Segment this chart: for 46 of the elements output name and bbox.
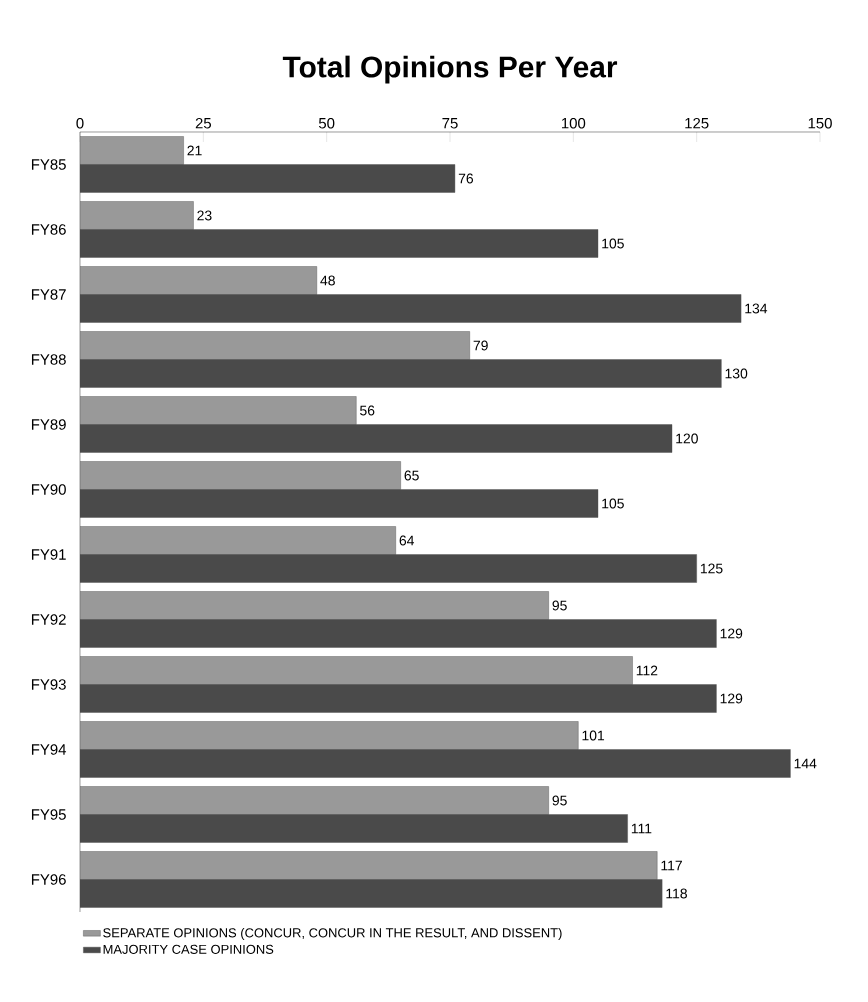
chart-title: Total Opinions Per Year [282, 55, 618, 84]
data-label: 95 [552, 795, 567, 806]
data-label: 79 [473, 340, 488, 351]
y-tick-label: FY95 [31, 809, 66, 820]
x-tick-label: 125 [685, 117, 709, 129]
data-label: 48 [320, 275, 335, 286]
x-tick-label: 150 [808, 117, 832, 129]
x-tick-label: 75 [442, 118, 458, 129]
data-label: 144 [794, 758, 817, 769]
data-label: 65 [404, 470, 419, 481]
x-tick-label: 0 [76, 117, 84, 129]
legend-label: MAJORITY CASE OPINIONS [103, 944, 274, 954]
data-label: 125 [700, 563, 723, 574]
data-label: 118 [666, 888, 687, 899]
data-label: 120 [676, 433, 698, 444]
data-label: 23 [197, 210, 212, 221]
legend-label: SEPARATE OPINIONS (CONCUR, CONCUR IN THE RESULT, AND DISSENT) [103, 927, 562, 940]
y-tick-label: FY91 [31, 549, 66, 560]
x-tick-label: 25 [195, 117, 212, 129]
data-label: 105 [602, 498, 624, 509]
data-label: 134 [745, 303, 768, 314]
x-tick-label: 100 [562, 117, 586, 129]
data-label: 21 [187, 145, 202, 156]
data-label: 105 [602, 238, 624, 249]
data-label: 130 [725, 368, 748, 379]
data-label: 117 [661, 860, 682, 871]
y-tick-label: FY85 [31, 159, 66, 170]
data-label: 95 [552, 600, 567, 611]
y-tick-label: FY86 [31, 224, 66, 235]
y-tick-label: FY90 [31, 484, 66, 495]
data-label: 129 [720, 628, 743, 639]
data-label: 129 [720, 693, 743, 704]
data-label: 64 [399, 535, 415, 546]
data-label: 111 [631, 823, 652, 834]
data-label: 112 [636, 665, 658, 676]
y-tick-label: FY92 [31, 614, 66, 625]
data-label: 76 [458, 173, 474, 184]
y-tick-label: FY93 [31, 679, 66, 690]
data-label: 56 [360, 405, 375, 416]
y-tick-label: FY88 [31, 354, 66, 365]
y-tick-label: FY94 [31, 744, 67, 755]
x-tick-label: 50 [318, 117, 335, 129]
y-tick-label: FY89 [31, 419, 66, 430]
y-tick-label: FY96 [31, 874, 66, 885]
y-tick-label: FY87 [31, 289, 66, 300]
data-label: 101 [582, 730, 605, 741]
